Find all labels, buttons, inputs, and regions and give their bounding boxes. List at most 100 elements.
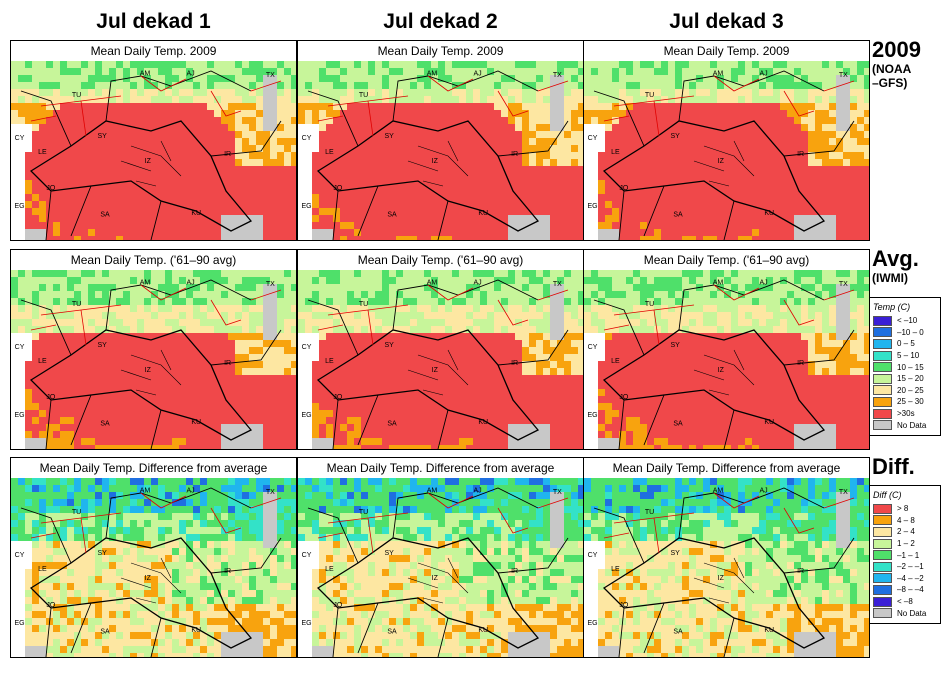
legend-title: Diff (C): [873, 490, 902, 500]
region-label: TU: [359, 92, 368, 99]
region-label: EG: [301, 620, 311, 627]
region-label: SY: [671, 550, 681, 557]
map-panel: Mean Daily Temp. Difference from average…: [10, 457, 297, 658]
region-label: SY: [98, 342, 108, 349]
region-label: TX: [553, 281, 562, 288]
legend-entry: –10 – 0: [873, 327, 937, 339]
region-label: CY: [302, 552, 312, 559]
region-label: LE: [611, 566, 620, 573]
panel-title: Mean Daily Temp. ('61–90 avg): [11, 250, 296, 271]
temperature-map: AM AJ TX TU CY SY LE IR IZ JO EG SA KU: [11, 478, 296, 657]
region-label: CY: [588, 135, 598, 142]
panel-title: Mean Daily Temp. Difference from average: [298, 458, 583, 479]
region-label: SY: [385, 133, 395, 140]
map-panel: Mean Daily Temp. 2009 AM AJ TX TU CY SY LE IR IZ J…: [10, 40, 297, 241]
region-label: SY: [385, 550, 395, 557]
region-label: TU: [72, 301, 81, 308]
legend-entry: No Data: [873, 419, 937, 431]
region-label: IZ: [718, 367, 725, 374]
row-label-3: Diff.: [872, 455, 915, 479]
region-label: KU: [764, 419, 774, 426]
legend-swatch: [873, 350, 892, 361]
temperature-map: AM AJ TX TU CY SY LE IR IZ JO EG SA KU: [298, 61, 583, 240]
legend-swatch: [873, 315, 892, 326]
legend-entry: –4 – –2: [873, 573, 937, 585]
legend-entry: –1 – 1: [873, 549, 937, 561]
temperature-map: AM AJ TX TU CY SY LE IR IZ JO EG SA KU: [11, 61, 296, 240]
legend-label: –1 – 1: [897, 550, 920, 560]
region-label: AM: [140, 279, 151, 286]
legend-swatch: [873, 373, 892, 384]
legend-label: 2 – 4: [897, 527, 915, 537]
legend-entry: 1 – 2: [873, 538, 937, 550]
panel-title: Mean Daily Temp. 2009: [298, 41, 583, 62]
region-label: IR: [797, 151, 804, 158]
region-label: IR: [797, 568, 804, 575]
row-label-sub: (IWMI): [872, 271, 908, 285]
region-label: EG: [14, 620, 24, 627]
region-label: AM: [140, 487, 151, 494]
temperature-map: AM AJ TX TU CY SY LE IR IZ JO EG SA KU: [584, 478, 869, 657]
region-label: TU: [645, 92, 654, 99]
region-label: TU: [72, 509, 81, 516]
region-label: TX: [553, 489, 562, 496]
region-label: LE: [38, 358, 47, 365]
region-label: TX: [266, 72, 275, 79]
region-label: AJ: [186, 487, 194, 494]
region-label: TX: [266, 281, 275, 288]
legend-entry: 5 – 10: [873, 350, 937, 362]
legend-swatch: [873, 550, 892, 561]
legend-title: Temp (C): [873, 302, 911, 312]
legend-entry: 4 – 8: [873, 515, 937, 527]
region-label: SA: [100, 212, 110, 219]
map-panel: Mean Daily Temp. 2009 AM AJ TX TU CY SY LE IR IZ J…: [583, 40, 870, 241]
region-label: AM: [713, 487, 724, 494]
region-label: SA: [673, 421, 683, 428]
region-label: SY: [671, 342, 681, 349]
map-panel: Mean Daily Temp. Difference from average…: [583, 457, 870, 658]
legend-label: 1 – 2: [897, 539, 915, 549]
region-label: EG: [301, 203, 311, 210]
temperature-map: AM AJ TX TU CY SY LE IR IZ JO EG SA KU: [11, 270, 296, 449]
region-label: AM: [427, 70, 438, 77]
legend-swatch: [873, 503, 892, 514]
legend-label: 25 – 30: [897, 397, 924, 407]
legend-label: No Data: [897, 608, 927, 618]
legend-label: –2 – –1: [897, 562, 924, 572]
panel-title: Mean Daily Temp. ('61–90 avg): [584, 250, 869, 271]
region-label: AJ: [759, 70, 767, 77]
region-label: IR: [224, 360, 231, 367]
legend-swatch: [873, 561, 892, 572]
region-label: SY: [98, 550, 108, 557]
map-panel: Mean Daily Temp. ('61–90 avg) AM AJ TX TU CY S…: [10, 249, 297, 450]
row-label-main: Diff.: [872, 454, 915, 479]
region-label: KU: [764, 627, 774, 634]
region-label: TX: [839, 281, 848, 288]
region-label: AM: [713, 70, 724, 77]
region-label: KU: [764, 210, 774, 217]
legend-label: < –8: [897, 597, 913, 607]
legend-label: >30s: [897, 409, 915, 419]
region-label: CY: [15, 344, 25, 351]
region-label: IR: [224, 151, 231, 158]
region-label: IR: [224, 568, 231, 575]
region-label: TU: [359, 301, 368, 308]
legend-swatch: [873, 526, 892, 537]
region-label: CY: [302, 344, 312, 351]
region-label: SY: [385, 342, 395, 349]
legend-label: –4 – –2: [897, 573, 924, 583]
region-label: AM: [140, 70, 151, 77]
legend-entry: No Data: [873, 607, 937, 619]
region-label: SY: [98, 133, 108, 140]
region-label: EG: [14, 203, 24, 210]
region-label: IR: [511, 568, 518, 575]
legend-swatch: [873, 396, 892, 407]
region-label: TX: [839, 489, 848, 496]
legend-entry: < –10: [873, 315, 937, 327]
region-label: SA: [673, 212, 683, 219]
region-label: TX: [553, 72, 562, 79]
map-panel: Mean Daily Temp. 2009 AM AJ TX TU CY SY LE IR IZ J…: [297, 40, 584, 241]
region-label: JO: [46, 185, 56, 192]
panel-title: Mean Daily Temp. 2009: [11, 41, 296, 62]
legend-entry: –8 – –4: [873, 584, 937, 596]
